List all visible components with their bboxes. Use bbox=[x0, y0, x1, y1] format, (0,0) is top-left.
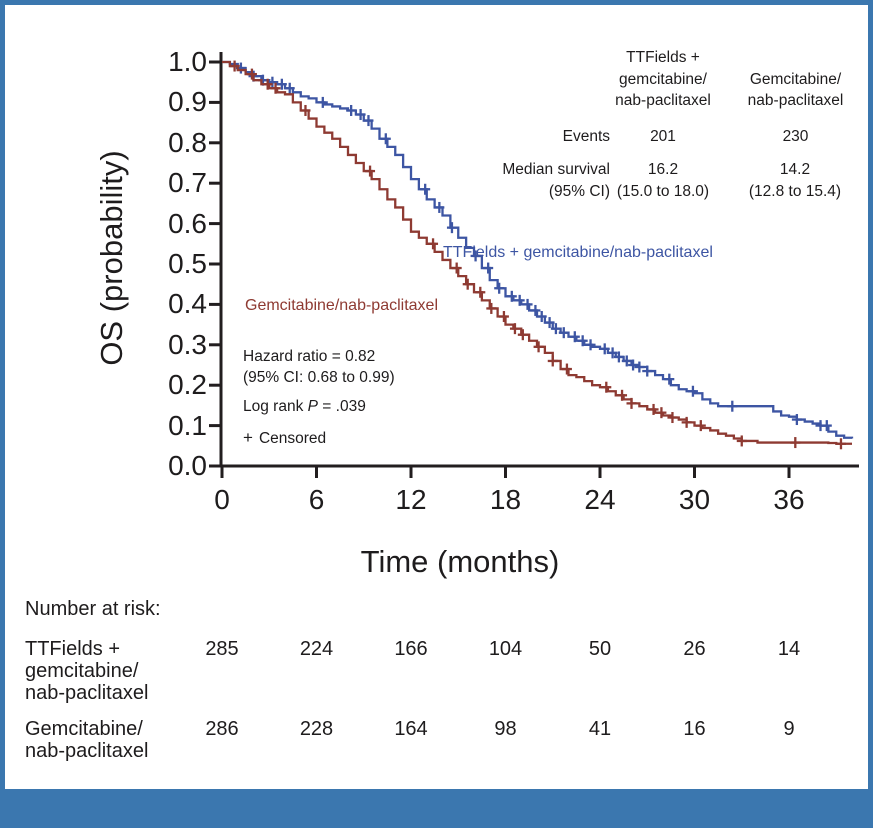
risk-value: 16 bbox=[683, 718, 706, 740]
inset-median-value-line: 14.2 bbox=[779, 161, 811, 178]
x-tick-label: 24 bbox=[584, 484, 616, 515]
risk-value: 41 bbox=[588, 718, 612, 740]
inset-median-label-line: (95% CI) bbox=[548, 182, 610, 200]
x-tick-label: 12 bbox=[395, 484, 427, 515]
y-tick-label: 0.4 bbox=[168, 288, 207, 320]
risk-row-label-line: Gemcitabine/ bbox=[25, 718, 143, 740]
risk-value: 9 bbox=[783, 718, 795, 740]
inset-median-value-line: (12.8 to 15.4) bbox=[748, 182, 842, 200]
logrank-prefix: Log rank bbox=[243, 398, 308, 415]
risk-row-label: TTFields + gemcitabine/nab-paclitaxel bbox=[25, 638, 148, 704]
inset-col2-header: Gemcitabine/ nab-paclitaxel bbox=[718, 69, 873, 112]
risk-value: 166 bbox=[394, 638, 428, 660]
x-tick-label: 30 bbox=[678, 484, 711, 515]
x-axis-title: Time (months) bbox=[360, 544, 560, 579]
risk-value: 164 bbox=[394, 718, 428, 740]
y-tick-label: 0.5 bbox=[168, 248, 207, 279]
inset-events-value-gemcitabine: 230 bbox=[782, 128, 809, 145]
risk-value: 26 bbox=[683, 638, 706, 660]
inset-median-label-line: Median survival bbox=[502, 161, 610, 178]
censored-label: Censored bbox=[258, 430, 327, 447]
hazard-ratio-line2: (95% CI: 0.68 to 0.99) bbox=[243, 369, 395, 386]
risk-value: 50 bbox=[588, 638, 612, 660]
y-tick-label: 0.8 bbox=[168, 126, 207, 158]
risk-row-label-line: gemcitabine/ bbox=[25, 660, 139, 682]
inset-median-value-line: (15.0 to 18.0) bbox=[616, 182, 710, 200]
inset-col1-header: TTFields + gemcitabine/ nab-paclitaxel bbox=[583, 47, 743, 112]
inset-events-value-ttfields: 201 bbox=[650, 128, 676, 145]
risk-row-label: Gemcitabine/nab-paclitaxel bbox=[25, 718, 148, 762]
inset-median-value-ttfields: 16.2 (15.0 to 18.0) bbox=[583, 159, 743, 202]
x-tick-label: 0 bbox=[214, 484, 230, 515]
hazard-ratio-line1: Hazard ratio = 0.82 bbox=[243, 348, 376, 365]
risk-value: 285 bbox=[205, 638, 239, 660]
inset-col1-header-line: gemcitabine/ bbox=[619, 70, 707, 88]
y-tick-label: 0.3 bbox=[168, 328, 207, 360]
risk-row-label-line: nab-paclitaxel bbox=[25, 740, 149, 762]
inset-col2-header-line: nab-paclitaxel bbox=[747, 92, 844, 109]
y-axis-title: OS (probability) bbox=[94, 150, 129, 366]
x-tick-label: 18 bbox=[489, 484, 522, 515]
risk-table-title: Number at risk: bbox=[25, 598, 161, 620]
inset-median-value-gemcitabine: 14.2 (12.8 to 15.4) bbox=[715, 159, 873, 202]
y-tick-label: 0.0 bbox=[168, 450, 207, 481]
curve-label-ttfields: TTFields + gemcitabine/nab-paclitaxel bbox=[443, 244, 713, 261]
logrank-value: = .039 bbox=[317, 398, 366, 415]
censored-plus-icon: + bbox=[243, 428, 253, 447]
y-tick-label: 0.1 bbox=[168, 409, 207, 441]
inset-col1-header-line: TTFields + bbox=[626, 49, 700, 66]
bottom-accent-bar bbox=[0, 789, 873, 828]
inset-median-label: Median survival (95% CI) bbox=[430, 159, 610, 202]
y-tick-label: 0.2 bbox=[168, 369, 207, 401]
y-tick-label: 0.6 bbox=[168, 207, 207, 239]
logrank-p-symbol: P bbox=[307, 398, 318, 415]
logrank-line: Log rank P = .039 bbox=[243, 398, 366, 416]
risk-value: 98 bbox=[494, 718, 517, 740]
risk-value: 286 bbox=[205, 718, 239, 740]
risk-value: 14 bbox=[777, 638, 801, 660]
inset-events-label: Events bbox=[562, 128, 610, 145]
inset-col2-header-line: Gemcitabine/ bbox=[749, 70, 842, 88]
risk-value: 224 bbox=[299, 638, 334, 660]
censored-legend: + Censored bbox=[243, 428, 326, 448]
y-tick-label: 1.0 bbox=[168, 46, 207, 77]
curve-label-gemcitabine: Gemcitabine/nab-paclitaxel bbox=[245, 297, 438, 314]
inset-col1-header-line: nab-paclitaxel bbox=[615, 92, 711, 109]
risk-row-label-line: nab-paclitaxel bbox=[25, 682, 149, 704]
x-tick-label: 6 bbox=[308, 484, 325, 515]
risk-row-label-line: TTFields + bbox=[25, 638, 121, 660]
risk-value: 228 bbox=[299, 718, 334, 740]
y-tick-label: 0.7 bbox=[168, 167, 207, 199]
inset-median-value-line: 16.2 bbox=[647, 161, 679, 178]
x-tick-label: 36 bbox=[773, 484, 805, 515]
risk-value: 104 bbox=[488, 638, 523, 660]
y-tick-label: 0.9 bbox=[168, 86, 207, 118]
